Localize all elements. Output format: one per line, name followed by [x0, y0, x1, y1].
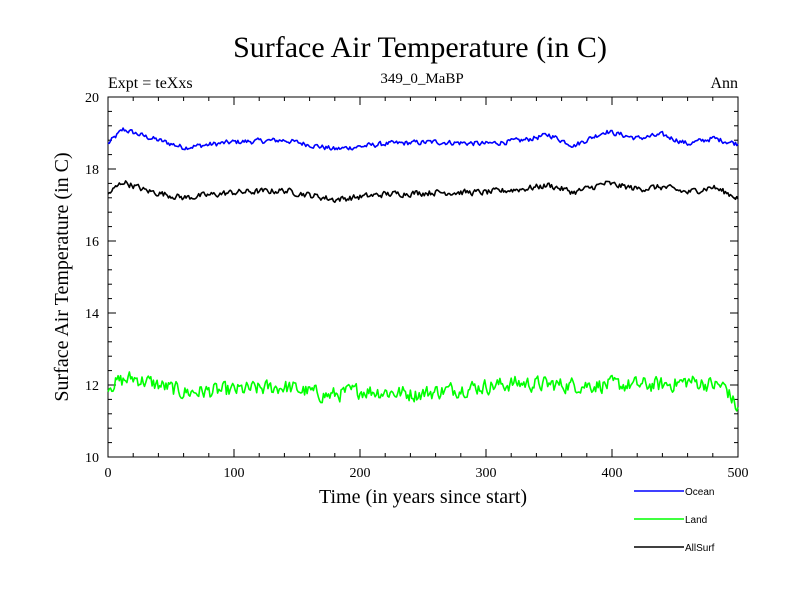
series-line-land — [107, 371, 739, 412]
expt-label: Expt = teXxs — [108, 75, 193, 92]
series-line-allsurf — [107, 180, 739, 204]
series-line-ocean — [107, 127, 739, 151]
x-tick-label: 200 — [350, 466, 371, 481]
legend: Ocean Land AllSurf — [634, 487, 715, 554]
plot-frame — [107, 96, 739, 458]
y-tick-label: 14 — [85, 307, 99, 322]
y-tick-label: 16 — [85, 235, 99, 250]
y-tick-label: 20 — [85, 91, 99, 106]
legend-label-land: Land — [685, 515, 707, 526]
chart-title: Surface Air Temperature (in C) — [233, 31, 607, 64]
x-tick-label: 0 — [105, 466, 112, 481]
x-tick-label: 400 — [602, 466, 623, 481]
x-tick-label: 100 — [224, 466, 245, 481]
y-axis-label: Surface Air Temperature (in C) — [51, 152, 73, 401]
series-layer — [107, 127, 739, 412]
y-tick-label: 10 — [85, 451, 99, 466]
x-axis-label: Time (in years since start) — [319, 486, 527, 508]
y-tick-label: 18 — [85, 163, 99, 178]
y-tick-label: 12 — [85, 379, 99, 394]
legend-label-ocean: Ocean — [685, 487, 714, 498]
x-tick-label: 300 — [476, 466, 497, 481]
axis-ticks: 0 100 200 300 400 500 10 12 14 16 18 20 — [85, 91, 749, 481]
x-tick-label: 500 — [728, 466, 749, 481]
season-label: Ann — [710, 75, 738, 92]
legend-label-allsurf: AllSurf — [685, 543, 715, 554]
chart-subtitle: 349_0_MaBP — [380, 71, 463, 87]
